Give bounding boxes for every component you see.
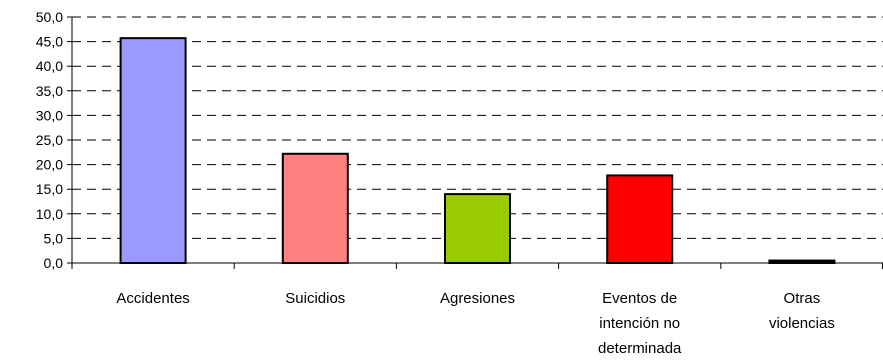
x-category-label: determinada — [598, 340, 682, 357]
bar — [119, 37, 187, 264]
x-category-label: intención no — [599, 315, 680, 332]
y-tick-label: 5,0 — [44, 230, 64, 246]
y-tick-label: 20,0 — [36, 157, 63, 173]
category-labels: Accidentes Suicidios Agresiones Eventos de i… — [116, 290, 834, 357]
bars — [119, 37, 836, 265]
x-category-label: Agresiones — [440, 290, 515, 307]
bar — [768, 259, 836, 265]
bar — [444, 193, 511, 264]
y-tick-label: 15,0 — [36, 181, 63, 197]
x-category-label: Suicidios — [285, 290, 345, 307]
gridlines — [72, 16, 883, 239]
y-tick-label: 45,0 — [36, 34, 63, 50]
y-tick-label: 40,0 — [36, 58, 63, 74]
y-tick-label: 25,0 — [36, 132, 63, 148]
y-tick-label: 50,0 — [36, 9, 63, 25]
x-category-label: violencias — [769, 315, 835, 332]
y-axis: 0,0 5,0 10,0 15,0 20,0 25,0 30,0 35,0 40,0 45,0 50… — [36, 9, 73, 271]
x-category-label: Eventos de — [602, 290, 677, 307]
y-tick-label: 30,0 — [36, 107, 63, 123]
y-tick-label: 0,0 — [44, 255, 64, 271]
bar — [281, 152, 349, 264]
bar — [606, 174, 674, 264]
y-tick-label: 10,0 — [36, 206, 63, 222]
x-category-label: Accidentes — [116, 290, 189, 307]
x-category-label: Otras — [784, 290, 821, 307]
y-tick-label: 35,0 — [36, 83, 63, 99]
